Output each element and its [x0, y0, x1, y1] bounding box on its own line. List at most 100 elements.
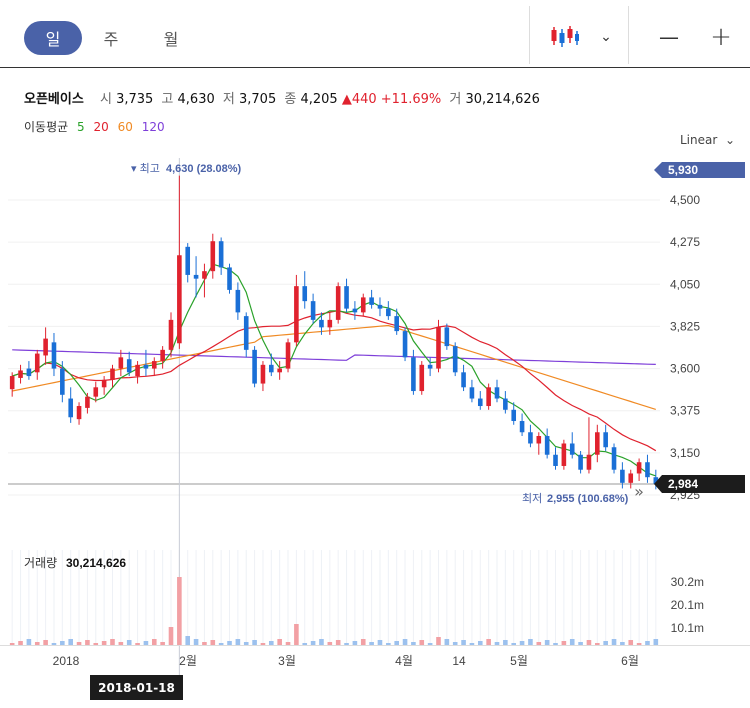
- candle-body: [277, 368, 282, 373]
- candle-body: [628, 473, 634, 483]
- ma-120-line: [12, 349, 656, 365]
- change-value: ▲440: [341, 92, 377, 107]
- volume-bar: [118, 642, 124, 645]
- candle-body: [344, 286, 349, 309]
- volume-bar: [461, 640, 466, 645]
- candlestick-icon: [551, 26, 579, 47]
- candle-body: [210, 241, 216, 272]
- volume-bar: [511, 643, 517, 645]
- volume-bar: [34, 642, 40, 645]
- candle-body: [252, 349, 257, 384]
- high-value: 4,630: [177, 92, 215, 107]
- ma-60-label: 60: [117, 120, 133, 134]
- volume-bar: [60, 641, 65, 645]
- x-axis-label: 6월: [621, 654, 639, 668]
- volume-bar: [519, 641, 525, 645]
- price-axis-tick: 3,825: [670, 319, 700, 333]
- candle-body: [536, 436, 542, 444]
- zoom-in-button[interactable]: +: [710, 22, 732, 52]
- volume-bar: [310, 641, 316, 645]
- x-axis-label: 14: [452, 654, 466, 668]
- candle-body: [586, 454, 592, 470]
- volume-axis-tick: 10.1m: [671, 621, 704, 635]
- volume-bar: [586, 640, 592, 645]
- candle-body: [143, 364, 149, 369]
- price-axis-tick: 4,275: [670, 235, 700, 249]
- chart-labels: 4,5004,2754,0503,8253,6003,3753,1502,925…: [24, 162, 745, 668]
- volume-bar: [135, 643, 140, 645]
- volume-bar: [611, 639, 617, 645]
- candle-body: [43, 338, 48, 356]
- candle-body: [427, 364, 433, 369]
- volume-bar: [319, 639, 324, 645]
- low-label: 저: [222, 92, 235, 107]
- moving-average-legend: 이동평균 5 20 60 120: [24, 118, 170, 135]
- volume-bar: [126, 640, 132, 645]
- chevron-down-icon[interactable]: ⌄: [600, 29, 612, 45]
- ma-5-line: [12, 263, 656, 477]
- chart-type-button[interactable]: [546, 20, 582, 54]
- candle-body: [85, 396, 90, 408]
- x-axis-label: 5월: [510, 654, 528, 668]
- volume-bar: [18, 641, 23, 645]
- candle-body: [218, 241, 224, 268]
- candle-body: [611, 447, 617, 470]
- period-week-tab[interactable]: 주: [103, 30, 119, 49]
- ma-20-label: 20: [93, 120, 109, 134]
- x-axis-label: 4월: [395, 654, 413, 668]
- candle-body: [511, 409, 517, 422]
- candle-body: [444, 327, 450, 347]
- period-month-tab[interactable]: 월: [163, 30, 179, 49]
- candle-body: [436, 327, 441, 369]
- candle-body: [76, 406, 82, 420]
- volume-bar: [302, 643, 308, 645]
- volume-bar: [202, 642, 207, 645]
- volume-bar: [243, 642, 249, 645]
- candle-body: [60, 368, 65, 395]
- volume-bar: [569, 639, 575, 645]
- volume-bar: [419, 640, 425, 645]
- low-value: 3,705: [239, 92, 277, 107]
- price-axis-tick: 3,600: [670, 362, 700, 376]
- price-chart[interactable]: 4,5004,2754,0503,8253,6003,3753,1502,925…: [0, 150, 750, 680]
- candle-body: [419, 364, 425, 392]
- x-axis-label: 2월: [179, 654, 197, 668]
- x-axis-label: 3월: [278, 654, 296, 668]
- zoom-out-button[interactable]: —: [659, 25, 679, 49]
- volume-bar: [285, 642, 291, 645]
- open-value: 3,735: [116, 92, 154, 107]
- candle-body: [68, 398, 73, 418]
- volume-bar: [110, 639, 115, 645]
- candle-body: [369, 297, 374, 305]
- chart-grid: [8, 158, 660, 680]
- candle-body: [34, 353, 40, 373]
- candle-body: [310, 301, 316, 320]
- volume-bar: [43, 640, 48, 645]
- volume-bar: [411, 642, 416, 645]
- volume-bar: [360, 639, 366, 645]
- candle-body: [544, 436, 550, 455]
- chevron-down-icon: ⌄: [721, 133, 735, 147]
- volume-bar: [561, 641, 567, 645]
- open-label: 시: [99, 92, 112, 107]
- volume-bar: [269, 641, 274, 645]
- candle-body: [135, 364, 140, 377]
- stock-name: 오픈베이스: [24, 92, 84, 107]
- candle-body: [101, 379, 107, 388]
- candle-body: [394, 316, 399, 332]
- candle-body: [93, 387, 99, 397]
- candle-body: [185, 246, 191, 275]
- volume-bar: [101, 641, 107, 645]
- volume-bar: [536, 642, 542, 645]
- volume-bar: [227, 641, 232, 645]
- period-day-tab[interactable]: 일: [24, 21, 82, 55]
- volume-panel-value: 30,214,626: [66, 556, 126, 570]
- candle-body: [553, 454, 558, 466]
- candle-body: [327, 319, 333, 328]
- scroll-to-latest-button[interactable]: »: [634, 481, 644, 501]
- ma-120-label: 120: [141, 120, 165, 134]
- volume-bar: [193, 639, 199, 645]
- price-axis-tick: 3,150: [670, 446, 700, 460]
- scale-mode-button[interactable]: Linear ⌄: [680, 133, 735, 147]
- candle-body: [18, 370, 23, 378]
